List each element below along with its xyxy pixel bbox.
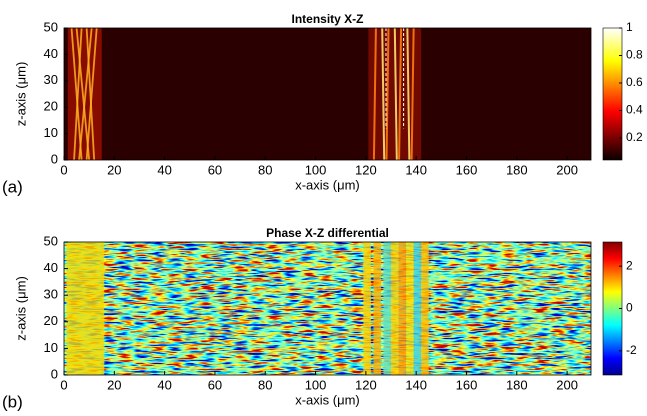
band bbox=[413, 242, 422, 375]
x-tick-label: 140 bbox=[405, 377, 427, 392]
y-tick-label: 50 bbox=[44, 233, 58, 248]
heatmap bbox=[64, 242, 591, 375]
chart-title: Intensity X-Z bbox=[291, 12, 363, 26]
streak bbox=[78, 28, 93, 160]
colorbar-tick-label: 0 bbox=[626, 301, 633, 315]
y-tick-label: 0 bbox=[51, 366, 58, 381]
x-tick-label: 80 bbox=[258, 162, 272, 177]
colorbar-tick-label: 2 bbox=[626, 258, 633, 272]
streak bbox=[381, 28, 386, 160]
panel-label: (a) bbox=[2, 177, 23, 196]
band bbox=[373, 242, 381, 375]
colorbar-tick-label: 0.2 bbox=[626, 130, 643, 144]
streak bbox=[70, 28, 83, 160]
y-tick-label: 40 bbox=[44, 46, 58, 61]
plot-frame bbox=[63, 27, 592, 161]
x-tick-label: 40 bbox=[157, 377, 171, 392]
streak bbox=[406, 28, 411, 160]
streak bbox=[85, 28, 98, 160]
x-tick-label: 20 bbox=[107, 162, 121, 177]
y-tick-label: 40 bbox=[44, 260, 58, 275]
x-axis-label: x-axis (μm) bbox=[295, 177, 360, 192]
x-tick-label: 160 bbox=[456, 377, 478, 392]
x-tick-label: 160 bbox=[456, 162, 478, 177]
x-tick-label: 60 bbox=[208, 377, 222, 392]
x-tick-label: 80 bbox=[258, 377, 272, 392]
heatmap bbox=[64, 28, 591, 160]
x-tick-label: 20 bbox=[107, 377, 121, 392]
band bbox=[406, 242, 414, 375]
panel-label: (b) bbox=[2, 392, 23, 411]
streak bbox=[398, 28, 403, 160]
streak bbox=[410, 28, 415, 160]
band bbox=[421, 242, 429, 375]
y-tick-label: 20 bbox=[44, 99, 58, 114]
x-tick-label: 200 bbox=[556, 162, 578, 177]
y-tick-label: 10 bbox=[44, 125, 58, 140]
y-axis-label: z-axis (μm) bbox=[13, 62, 28, 127]
x-tick-label: 180 bbox=[506, 377, 528, 392]
colorbar bbox=[602, 27, 623, 161]
chart-title: Phase X-Z differential bbox=[266, 226, 389, 240]
streak bbox=[75, 28, 91, 160]
streak bbox=[85, 28, 96, 160]
x-axis-label: x-axis (μm) bbox=[295, 392, 360, 407]
streak bbox=[73, 28, 83, 160]
y-tick-label: 30 bbox=[44, 287, 58, 302]
band bbox=[391, 242, 399, 375]
streak bbox=[385, 28, 390, 160]
y-tick-label: 10 bbox=[44, 340, 58, 355]
band bbox=[398, 242, 407, 375]
streak bbox=[393, 28, 398, 160]
x-tick-label: 120 bbox=[355, 377, 377, 392]
x-tick-label: 60 bbox=[208, 162, 222, 177]
heatmap-background bbox=[64, 28, 591, 160]
colorbar-tick-label: 0.6 bbox=[626, 75, 643, 89]
band bbox=[363, 242, 371, 375]
x-tick-label: 40 bbox=[157, 162, 171, 177]
plot-frame bbox=[63, 241, 592, 376]
x-tick-label: 100 bbox=[305, 377, 327, 392]
y-tick-label: 0 bbox=[51, 151, 58, 166]
band bbox=[383, 242, 392, 375]
x-tick-label: 120 bbox=[355, 162, 377, 177]
colorbar-tick-label: 1 bbox=[626, 20, 633, 34]
y-tick-label: 30 bbox=[44, 72, 58, 87]
colorbar-tick-label: -2 bbox=[626, 343, 637, 357]
y-tick-label: 50 bbox=[44, 19, 58, 34]
x-tick-label: 200 bbox=[556, 377, 578, 392]
y-axis-label: z-axis (μm) bbox=[13, 276, 28, 341]
x-tick-label: 0 bbox=[60, 377, 67, 392]
x-tick-label: 140 bbox=[405, 162, 427, 177]
x-tick-label: 100 bbox=[305, 162, 327, 177]
heatmap-texture bbox=[64, 242, 591, 375]
y-tick-label: 20 bbox=[44, 313, 58, 328]
colorbar-tick-label: 0.4 bbox=[626, 103, 643, 117]
x-tick-label: 0 bbox=[60, 162, 67, 177]
colorbar-tick-label: 0.8 bbox=[626, 48, 643, 62]
streak bbox=[372, 28, 377, 160]
x-tick-label: 180 bbox=[506, 162, 528, 177]
band bbox=[66, 242, 105, 375]
